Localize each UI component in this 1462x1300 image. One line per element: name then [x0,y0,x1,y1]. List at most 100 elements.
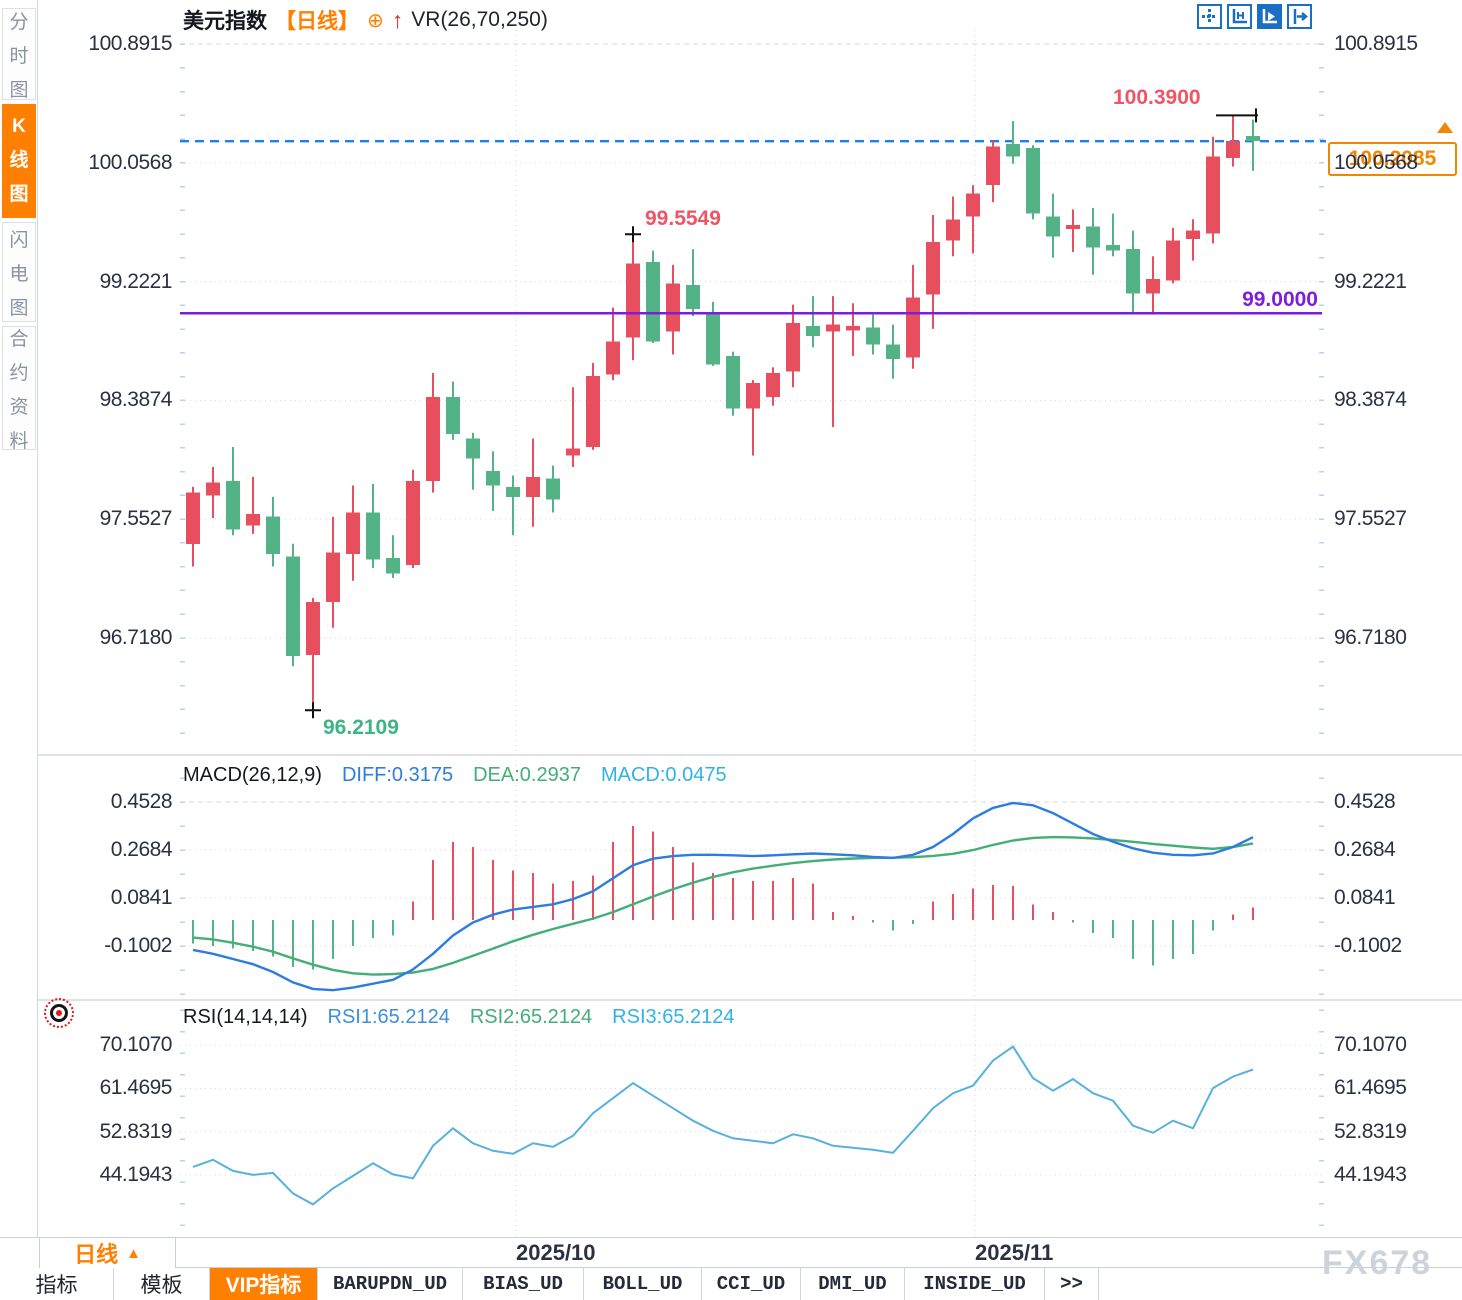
candle [986,146,1000,186]
rsi2-value: RSI2:65.2124 [469,1006,593,1028]
candle [406,481,420,566]
sidebar-tab-char: 图 [9,79,29,101]
bottom-tab-bollud[interactable]: BOLL_UD [584,1268,702,1300]
candle [346,512,360,554]
sun-core [56,1010,62,1016]
sidebar-tab-char: 线 [9,150,29,171]
sidebar-tab-char: 资 [9,396,29,418]
crosshair-icon[interactable] [1197,4,1222,29]
y-axis-label: 96.7180 [99,626,173,649]
macd-histogram [191,826,1255,970]
y-axis-label: 0.0841 [110,886,173,909]
bottom-tab-insideud[interactable]: INSIDE_UD [905,1268,1045,1300]
candle [706,313,720,365]
peak-cross-marker [625,226,641,243]
candle [1246,136,1260,142]
y-axis-label: 0.0841 [1334,886,1396,909]
y-axis-label: 99.2221 [1334,269,1407,293]
sidebar-tab-1[interactable]: 分时图 [2,8,36,101]
y-axis-label: 44.1943 [99,1162,173,1186]
candle [1166,240,1180,281]
sidebar-tab-4[interactable]: 合约资料 [2,326,36,452]
macd-header: MACD(26,12,9) DIFF:0.3175 DEA:0.2937 MAC… [183,764,727,787]
candle [186,492,200,544]
macd-hist-value: MACD:0.0475 [600,764,727,786]
support-line-label: 99.0000 [1242,288,1318,311]
y-axis-label: 98.3874 [99,388,173,412]
y-axis-label: 0.2684 [110,838,173,862]
y-axis-label: 98.3874 [1334,388,1407,412]
y-axis-label: -0.1002 [104,934,172,957]
period-label: 日线 [74,1242,119,1267]
candle [786,323,800,372]
candle [446,397,460,435]
candle [666,283,680,332]
pane-dividers [0,754,1462,1001]
candle [1066,224,1080,230]
candle [1026,148,1040,214]
candle [246,513,260,526]
candle [766,372,780,398]
bottom-tab-指标[interactable]: 指标 [0,1268,114,1300]
sidebar-tab-3[interactable]: 闪电图 [2,222,36,322]
y-axis-label: 100.8915 [88,32,172,55]
candle [206,482,220,496]
x-axis-strip: 日线 ▲ 2025/10 2025/11 [0,1237,1462,1268]
y-axis-label: 99.2221 [99,269,173,293]
sidebar-tab-char: 合 [9,328,29,350]
y-axis-label: 100.8915 [1334,32,1418,55]
bottom-tab-模板[interactable]: 模板 [114,1268,210,1300]
collapse-right-icon[interactable] [1287,4,1312,29]
candle [1186,230,1200,240]
candle [226,481,240,530]
price-markers [305,108,1258,719]
axis-scale-icon[interactable] [1227,4,1252,29]
live-indicator-icon[interactable] [44,998,74,1028]
candle [266,516,280,554]
period-selector-button[interactable]: 日线 ▲ [40,1238,176,1268]
bottom-tab-barupdnud[interactable]: BARUPDN_UD [318,1268,463,1300]
low-cross-marker [305,702,321,719]
candle [866,327,880,345]
rsi1-value: RSI1:65.2124 [327,1006,450,1028]
watermark: FX678 [1322,1244,1433,1282]
y-axis-label: 61.4695 [99,1076,173,1100]
y-axis-label: 0.2684 [1334,838,1396,862]
candle [646,261,660,342]
rsi-line [192,1045,1254,1206]
axis-play-icon[interactable] [1257,4,1282,29]
candle [926,242,940,295]
candle [846,326,860,331]
candle [966,193,980,217]
sidebar-tab-char: 分 [9,11,29,33]
add-indicator-icon[interactable]: ⊕ [367,9,384,32]
bottom-tab-vip指标[interactable]: VIP指标 [210,1268,318,1300]
diff-line [192,801,1254,992]
macd-dea-value: DEA:0.2937 [473,764,581,786]
y-axis-label: 70.1070 [1334,1033,1407,1056]
triangle-up-icon: ▲ [126,1244,141,1262]
period-tag[interactable]: 【日线】 [275,10,359,33]
candle [1046,216,1060,237]
y-axis-label: 44.1943 [1334,1162,1407,1186]
candle [526,476,540,497]
candle [486,471,500,486]
candle [606,341,620,375]
peak-price-label: 99.5549 [645,207,721,230]
candle [1006,143,1020,157]
y-axis-label: 61.4695 [1334,1076,1407,1100]
bottom-tab-[interactable]: >> [1045,1268,1099,1300]
candle [466,438,480,459]
macd-title: MACD(26,12,9) [183,764,322,786]
candle [746,382,760,409]
bottom-tab-dmiud[interactable]: DMI_UD [801,1268,905,1300]
bottom-tab-biasud[interactable]: BIAS_UD [463,1268,584,1300]
symbol-name: 美元指数 [183,10,267,33]
current-price-value: 100.2085 [1348,147,1437,170]
price-up-triangle-icon [1437,122,1453,133]
bottom-tab-cciud[interactable]: CCI_UD [702,1268,801,1300]
candle [326,552,340,603]
y-axis-label: 100.0568 [1334,150,1418,174]
